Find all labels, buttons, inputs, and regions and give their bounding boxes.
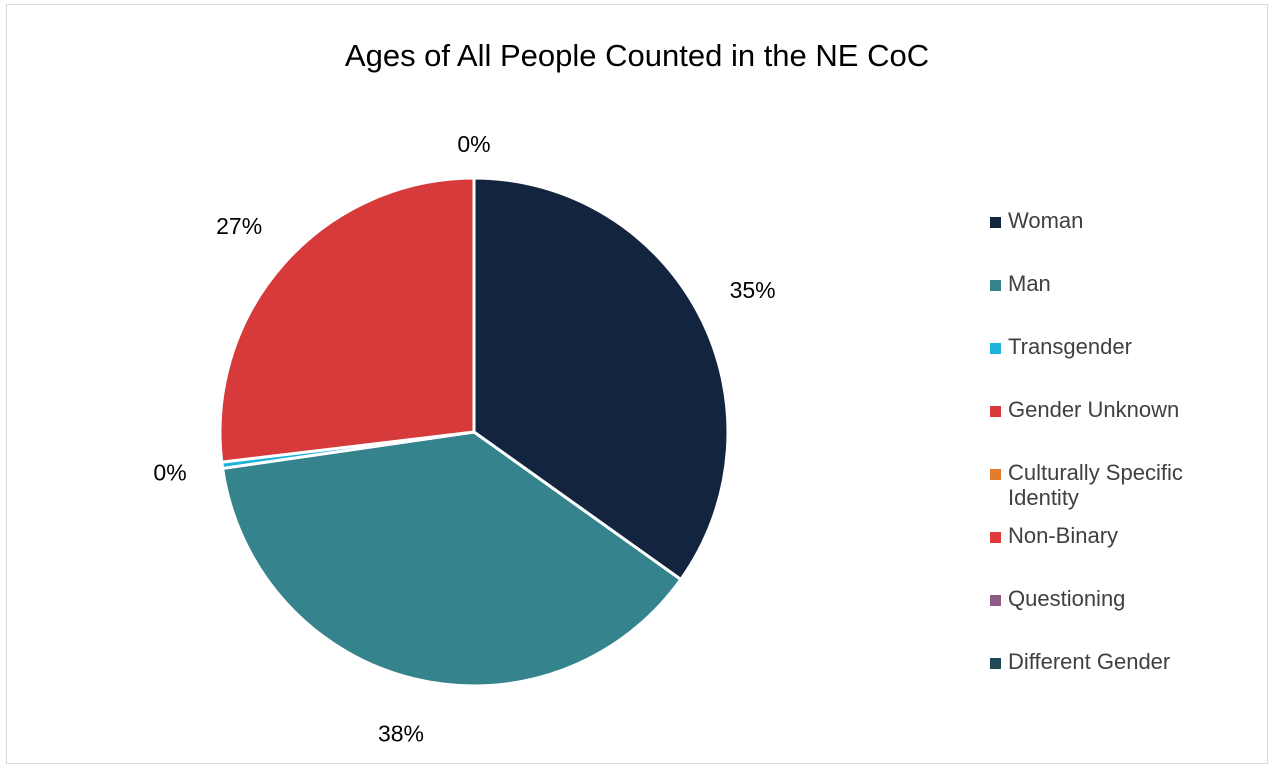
chart-title: Ages of All People Counted in the NE CoC — [344, 38, 930, 73]
pie-label-different-gender: 0% — [457, 131, 490, 157]
pie-slices — [218, 176, 730, 688]
pie-slice-woman — [472, 176, 730, 581]
legend-item-culturally-specific-identity: Culturally Specific Identity — [990, 460, 1228, 510]
legend-swatch — [990, 343, 1001, 354]
legend-label: Gender Unknown — [1008, 397, 1180, 422]
legend-item-questioning: Questioning — [990, 586, 1228, 611]
legend-label: Non-Binary — [1008, 523, 1119, 548]
pie-label-gender-unknown: 27% — [216, 213, 262, 239]
legend-swatch — [990, 217, 1001, 228]
legend-label: Questioning — [1008, 586, 1126, 611]
legend-item-man: Man — [990, 271, 1228, 296]
pie-slice-gender-unknown — [218, 176, 476, 464]
pie-slice-man — [221, 430, 683, 688]
pie-label-transgender: 0% — [153, 460, 186, 486]
legend-swatch — [990, 658, 1001, 669]
legend-label: Man — [1008, 271, 1051, 296]
pie-labels: 35% 38% 0% 27% 0% — [153, 131, 775, 746]
legend-swatch — [990, 595, 1001, 606]
legend-item-non-binary: Non-Binary — [990, 523, 1228, 548]
legend-label: Different Gender — [1008, 649, 1171, 674]
legend-label: Woman — [1008, 208, 1084, 233]
pie-label-man: 38% — [378, 720, 424, 746]
legend-item-transgender: Transgender — [990, 334, 1228, 359]
legend-swatch — [990, 406, 1001, 417]
legend-item-different-gender: Different Gender — [990, 649, 1228, 674]
legend-swatch — [990, 469, 1001, 480]
legend-item-woman: Woman — [990, 208, 1228, 233]
pie-label-woman: 35% — [730, 277, 776, 303]
legend-label: Culturally Specific Identity — [1008, 460, 1183, 510]
legend-swatch — [990, 280, 1001, 291]
legend-item-gender-unknown: Gender Unknown — [990, 397, 1228, 422]
legend-label: Transgender — [1008, 334, 1132, 359]
legend-swatch — [990, 532, 1001, 543]
